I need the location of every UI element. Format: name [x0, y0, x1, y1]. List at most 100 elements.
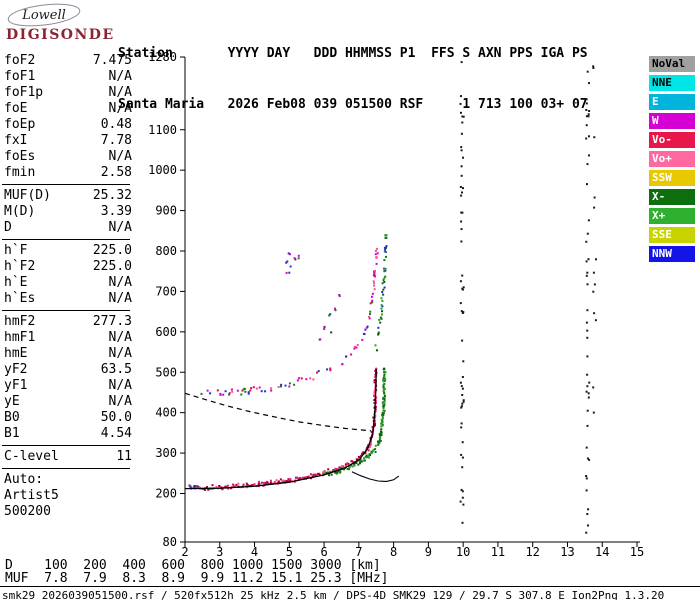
- param-label: h`Es: [4, 291, 36, 306]
- param-row-auto: Auto:: [4, 472, 132, 488]
- plot-axes: [180, 56, 640, 547]
- param-value: N/A: [108, 149, 132, 164]
- header-line-2: Santa Maria 2026 Feb08 039 051500 RSF 1 …: [118, 97, 588, 112]
- param-label: C-level: [4, 449, 59, 464]
- x-tick-label: 6: [320, 545, 327, 559]
- status-bar: smk29_2026039051500.rsf / 520fx512h 25 k…: [0, 586, 700, 600]
- param-label: h`E: [4, 275, 28, 290]
- y-tick-label: 500: [155, 365, 177, 379]
- series-2nd-hop-x-mode-asymptote: [374, 234, 388, 352]
- logo-digisonde-text: DIGISONDE: [6, 27, 115, 43]
- param-value: N/A: [108, 85, 132, 100]
- param-label: hmF1: [4, 330, 36, 345]
- transmission-curve-dashed: [184, 392, 372, 432]
- param-row-b0: B0 50.0: [4, 410, 132, 426]
- param-row-hf: h`F 225.0: [4, 243, 132, 259]
- y-tick-label: 700: [155, 284, 177, 298]
- param-label: hmF2: [4, 314, 36, 329]
- param-row-yf1: yF1 N/A: [4, 378, 132, 394]
- param-value: 225.0: [92, 259, 132, 274]
- status-text: smk29_2026039051500.rsf / 520fx512h 25 k…: [2, 589, 665, 600]
- param-row-hmf1: hmF1 N/A: [4, 330, 132, 346]
- x-tick-label: 10: [456, 545, 470, 559]
- legend-ssw: SSW: [649, 170, 695, 186]
- param-row-foes: foEs N/A: [4, 149, 132, 165]
- y-tick-label: 200: [155, 487, 177, 501]
- muf-row-d: D 100 200 400 600 800 1000 1500 3000 [km…: [5, 558, 381, 573]
- legend-sse: SSE: [649, 227, 695, 243]
- legend-w: W: [649, 113, 695, 129]
- y-tick-label: 900: [155, 204, 177, 218]
- axis-labels: 80 200 300 400 500 600 700 800 900 1000 1100 1280 2 3…: [148, 50, 644, 559]
- param-row-hme: hmE N/A: [4, 346, 132, 362]
- param-label: yF1: [4, 378, 28, 393]
- param-value: 225.0: [92, 243, 132, 258]
- param-separator: [2, 468, 130, 469]
- param-row-fxi: fxI 7.78: [4, 133, 132, 149]
- param-row-hes: h`Es N/A: [4, 291, 132, 307]
- param-row-he: h`E N/A: [4, 275, 132, 291]
- rfi-column-13.58: [585, 70, 591, 534]
- param-row-foep: foEp 0.48: [4, 117, 132, 133]
- param-row-hf2: h`F2 225.0: [4, 259, 132, 275]
- lowell-digisonde-logo: Lowell DIGISONDE: [4, 2, 116, 50]
- param-value: N/A: [108, 394, 132, 409]
- rfi-column-13.78: [592, 65, 597, 414]
- param-label: h`F2: [4, 259, 36, 274]
- param-label: h`F: [4, 243, 28, 258]
- param-row-foe: foE N/A: [4, 101, 132, 117]
- y-tick-label: 80: [163, 535, 177, 549]
- param-row-d: D N/A: [4, 220, 132, 236]
- y-tick-label: 1280: [148, 50, 177, 64]
- param-label: foF2: [4, 53, 36, 68]
- muf-distance-table: D 100 200 400 600 800 1000 1500 3000 [km…: [5, 559, 389, 585]
- legend-nne: NNE: [649, 75, 695, 91]
- y-tick-label: 800: [155, 244, 177, 258]
- param-label: foEp: [4, 117, 36, 132]
- y-tick-label: 400: [155, 406, 177, 420]
- param-label: foE: [4, 101, 28, 116]
- x-tick-label: 8: [390, 545, 397, 559]
- legend-x-: X-: [649, 189, 695, 205]
- parameter-panel: foF2 7.475 foF1 N/A foF1p N/A foE N/A foEp 0.48 fx…: [2, 53, 132, 520]
- muf-row-muf: MUF 7.8 7.9 8.3 8.9 9.9 11.2 15.1 25.3 […: [5, 571, 389, 586]
- param-row-md: M(D) 3.39: [4, 204, 132, 220]
- param-label: foF1p: [4, 85, 44, 100]
- param-row-mufd: MUF(D) 25.32: [4, 188, 132, 204]
- param-value: 277.3: [92, 314, 132, 329]
- param-separator: [2, 310, 130, 311]
- param-label: foF1: [4, 69, 36, 84]
- param-row-fof2: foF2 7.475: [4, 53, 132, 69]
- param-row-clevel: C-level 11: [4, 449, 132, 465]
- x-tick-label: 9: [425, 545, 432, 559]
- legend-nnw: NNW: [649, 246, 695, 262]
- artist-autoscaled-trace: [184, 368, 377, 490]
- param-row-500200: 500200: [4, 504, 132, 520]
- logo-orbit-ellipse: [7, 3, 81, 27]
- param-row-hmf2: hmF2 277.3: [4, 314, 132, 330]
- x-tick-label: 7: [355, 545, 362, 559]
- param-value: 7.78: [100, 133, 132, 148]
- param-separator: [2, 445, 130, 446]
- param-value: 25.32: [92, 188, 132, 203]
- x-tick-label: 4: [251, 545, 258, 559]
- header-block: Station YYYY DAY DDD HHMMSS P1 FFS S AXN…: [118, 11, 588, 147]
- color-legend: NoVal NNE E W Vo- Vo+ SSW X- X+ SSE NNW: [649, 56, 695, 265]
- legend-x+: X+: [649, 208, 695, 224]
- param-row-yf2: yF2 63.5: [4, 362, 132, 378]
- echo-dots: [188, 61, 597, 534]
- param-label: hmE: [4, 346, 28, 361]
- param-label: fmin: [4, 165, 36, 180]
- x-tick-label: 5: [286, 545, 293, 559]
- x-tick-label: 11: [491, 545, 505, 559]
- param-value: N/A: [108, 291, 132, 306]
- param-value: 63.5: [100, 362, 132, 377]
- param-row-artist5: Artist5: [4, 488, 132, 504]
- param-label: fxI: [4, 133, 28, 148]
- overlay-curves: [184, 368, 400, 490]
- param-value: 11: [116, 449, 132, 464]
- rfi-column-9.97: [459, 61, 465, 524]
- param-label: D: [4, 220, 12, 235]
- param-label: 500200: [4, 504, 51, 519]
- x-tick-label: 13: [560, 545, 574, 559]
